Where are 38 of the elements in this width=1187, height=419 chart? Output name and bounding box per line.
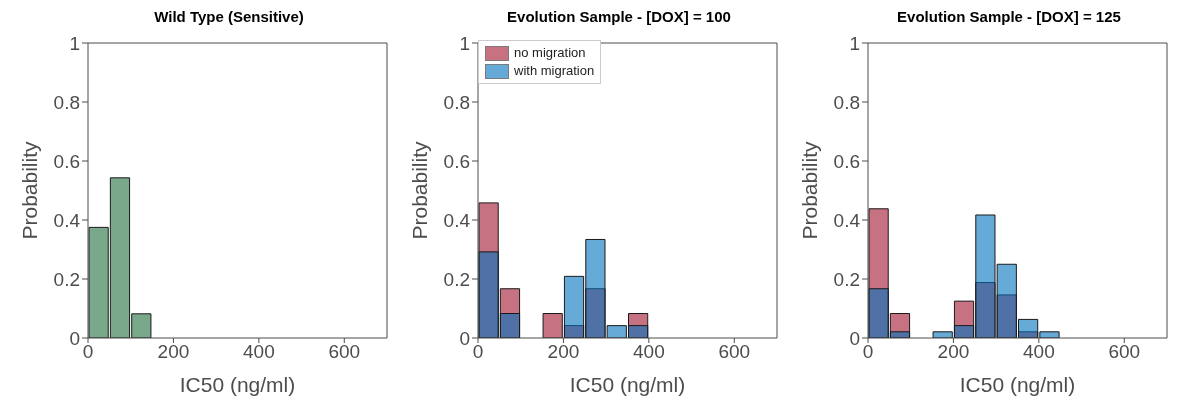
- y-tick-label: 0.2: [443, 268, 470, 290]
- x-tick-label: 600: [328, 341, 361, 363]
- y-tick-label: 0.6: [443, 150, 470, 172]
- y-tick-label: 0: [459, 327, 470, 349]
- y-tick-label: 0.4: [53, 209, 81, 231]
- x-axis-title: IC50 (ng/ml): [959, 373, 1076, 396]
- x-tick-label: 400: [243, 341, 275, 363]
- x-axis-title: IC50 (ng/ml): [569, 373, 686, 396]
- x-tick-label: 400: [633, 341, 665, 363]
- y-tick-label: 0.8: [53, 91, 80, 113]
- y-tick-label: 0.6: [53, 150, 80, 172]
- y-tick-label: 0.6: [833, 150, 860, 172]
- y-tick-label: 1: [459, 32, 470, 54]
- x-tick-label: 600: [718, 341, 751, 363]
- y-tick-label: 0.2: [833, 268, 860, 290]
- y-tick-label: 1: [849, 32, 860, 54]
- y-tick-label: 0: [849, 327, 860, 349]
- y-axis-title: Probability: [18, 140, 42, 240]
- x-tick-label: 200: [157, 341, 190, 363]
- y-axis-title: Probability: [798, 140, 822, 240]
- y-axis-title: Probability: [408, 140, 432, 240]
- legend-label: with migration: [514, 62, 595, 80]
- y-tick-label: 0: [69, 327, 80, 349]
- y-tick-label: 0.8: [443, 91, 470, 113]
- chart-title: Evolution Sample - [DOX] = 100: [506, 8, 732, 27]
- x-tick-label: 200: [547, 341, 580, 363]
- y-tick-label: 0.2: [53, 268, 80, 290]
- legend-label: no migration: [514, 44, 586, 62]
- x-axis-title: IC50 (ng/ml): [179, 373, 296, 396]
- y-tick-label: 0.8: [833, 91, 860, 113]
- y-tick-label: 0.4: [443, 209, 471, 231]
- y-tick-label: 1: [69, 32, 80, 54]
- x-tick-label: 600: [1108, 341, 1141, 363]
- chart-title: Evolution Sample - [DOX] = 125: [896, 8, 1122, 27]
- x-tick-label: 200: [937, 341, 970, 363]
- y-tick-label: 0.4: [833, 209, 861, 231]
- chart-title: Wild Type (Sensitive): [153, 8, 305, 27]
- x-tick-label: 400: [1023, 341, 1055, 363]
